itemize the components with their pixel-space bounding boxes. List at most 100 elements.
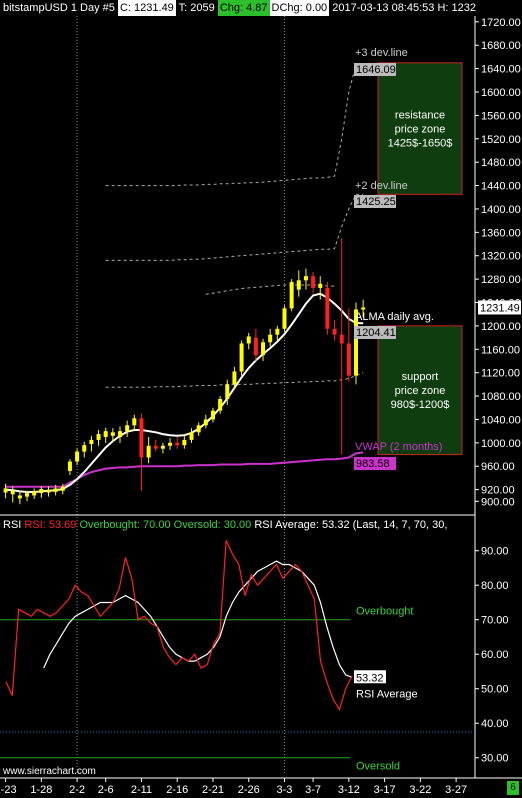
- candle: [67, 459, 72, 475]
- date-tick-label: 3-12: [338, 784, 360, 796]
- candle: [303, 268, 308, 290]
- candle-body: [3, 488, 8, 493]
- candle-body: [168, 442, 173, 446]
- date-tick-label: 2-6: [98, 784, 114, 796]
- candle-body: [246, 336, 251, 344]
- date-tick-label: 3-17: [374, 784, 396, 796]
- last-price-value: 1231.49: [480, 302, 520, 314]
- rsi-pane: Overbought Oversold 53.32 RSI Average 30.00 4…: [0, 540, 509, 773]
- candle: [175, 436, 180, 449]
- candle: [246, 332, 251, 350]
- candle-body: [82, 445, 87, 452]
- price-tick-label: 1320.00: [481, 251, 521, 263]
- timeframe: 1 Day: [70, 2, 100, 14]
- candle: [17, 490, 22, 505]
- band2-value-box: [354, 195, 396, 208]
- trades-value: T: 2059: [178, 2, 215, 14]
- candle: [318, 276, 323, 300]
- candle-body: [25, 493, 30, 497]
- price-tick-label: 1480.00: [481, 157, 521, 169]
- price-tick-label: 1280.00: [481, 274, 521, 286]
- price-tick-label: 920.00: [481, 485, 515, 497]
- candle-body: [325, 287, 330, 329]
- candle-body: [103, 431, 108, 437]
- date-tick-label: 2-26: [238, 784, 260, 796]
- chart-number: #5: [102, 2, 115, 14]
- candle: [25, 490, 30, 502]
- rsi-average-label: RSI Average: [356, 688, 418, 700]
- candle-body: [289, 282, 294, 309]
- alma-series: [5, 292, 364, 493]
- candle-body: [125, 425, 130, 432]
- rsi-tick-label: 60.00: [481, 649, 509, 661]
- dchange-value: DChg: 0.00: [269, 0, 330, 16]
- date-tick-label: 3-3: [277, 784, 293, 796]
- candle: [32, 488, 37, 499]
- candle: [253, 328, 258, 361]
- support-zone-label: 980$-1200$: [391, 399, 450, 411]
- candle-body: [46, 489, 51, 493]
- candle: [10, 486, 15, 503]
- candlesticks: [3, 238, 366, 505]
- plus2-dev-line: [105, 193, 364, 261]
- price-zones: resistance price zone 1425$-1650$ support pr…: [377, 62, 463, 456]
- price-tick-label: 1120.00: [481, 368, 520, 380]
- candle-body: [282, 308, 287, 329]
- price-tick-label: 1080.00: [481, 391, 521, 403]
- candle: [103, 427, 108, 443]
- candle-body: [318, 283, 323, 288]
- candle-body: [146, 445, 151, 458]
- candle: [332, 320, 337, 341]
- price-tick-label: 1160.00: [481, 344, 520, 356]
- symbol: bitstampUSD: [3, 2, 68, 14]
- pane-dividers: [0, 16, 522, 779]
- chart-badge[interactable]: 6: [507, 781, 519, 795]
- price-tick-label: 1640.00: [481, 64, 521, 76]
- candle: [118, 426, 122, 443]
- price-tick-label: 960.00: [481, 461, 515, 473]
- overbought-label: Overbought: [356, 606, 413, 618]
- alma-value-box: [354, 326, 396, 339]
- candle-body: [218, 398, 223, 411]
- candle: [361, 299, 366, 318]
- rsi-tick-label: 50.00: [481, 684, 509, 696]
- rsi-tick-label: 40.00: [481, 718, 509, 730]
- band3-label: +3 dev.line: [355, 47, 408, 59]
- candle: [89, 435, 94, 452]
- support-zone-label: support: [402, 371, 439, 383]
- price-tick-label: 1000.00: [481, 438, 521, 450]
- resistance-zone: [377, 62, 463, 195]
- band3-value: 1646.09: [356, 64, 396, 76]
- date-tick-label: 1-23: [0, 784, 17, 796]
- change-value: Chg: 4.87: [217, 0, 270, 16]
- candle-body: [60, 486, 65, 491]
- candle-body: [354, 309, 358, 376]
- oversold-label: Oversold: [356, 761, 400, 773]
- candle-body: [361, 307, 366, 310]
- date-tick-label: 3-27: [445, 784, 467, 796]
- support-zone: [377, 325, 463, 456]
- candle: [82, 441, 87, 458]
- alma-line: [5, 292, 364, 493]
- plus1-dev-line: [205, 284, 335, 295]
- candle: [325, 282, 330, 335]
- candle-body: [175, 442, 180, 446]
- candle: [125, 420, 130, 437]
- candle-body: [253, 337, 258, 356]
- candle-body: [153, 445, 158, 449]
- candle-body: [225, 384, 230, 399]
- plus3-dev-line: [105, 64, 364, 187]
- candle: [39, 486, 44, 498]
- candle-body: [210, 410, 215, 420]
- candle: [232, 366, 237, 390]
- resistance-zone-label: 1425$-1650$: [388, 138, 453, 150]
- vwap-line: [5, 451, 364, 488]
- candle-body: [189, 432, 194, 440]
- sierrachart-credit[interactable]: www.sierrachart.com: [3, 766, 96, 777]
- last-price-box: [478, 300, 521, 315]
- candle-body: [203, 419, 208, 426]
- candle: [132, 414, 137, 432]
- band2-value: 1425.25: [356, 196, 396, 208]
- candle: [75, 448, 80, 466]
- candle-body: [182, 439, 187, 446]
